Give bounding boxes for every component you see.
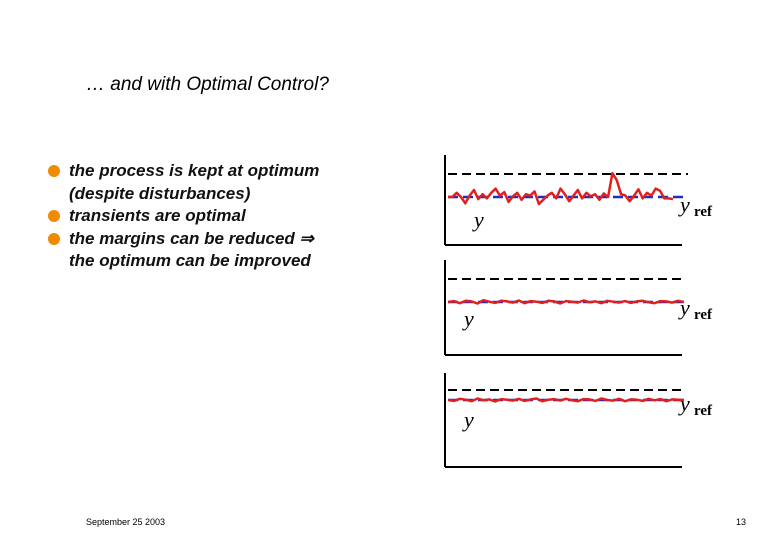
output-label: y xyxy=(462,306,474,331)
reference-label: y xyxy=(678,295,690,320)
signal-line xyxy=(447,298,685,305)
bullet-item-margins: the margins can be reduced ⇒ the optimum… xyxy=(48,228,428,273)
control-diagram: y y ref y y ref y y ref xyxy=(444,155,713,468)
panel-2: y y ref xyxy=(444,260,713,356)
footer-date: September 25 2003 xyxy=(86,517,166,527)
bullet-text-line: (despite disturbances) xyxy=(69,183,251,203)
panel-1: y y ref xyxy=(444,155,713,246)
output-label: y xyxy=(462,407,474,432)
output-label: y xyxy=(472,207,484,232)
reference-subscript: ref xyxy=(694,204,713,220)
bullet-dot-icon xyxy=(48,165,60,177)
reference-subscript: ref xyxy=(694,403,713,419)
bullet-text-line: the margins can be reduced ⇒ xyxy=(69,228,314,248)
signal-line xyxy=(447,397,685,403)
bullet-item-transients: transients are optimal xyxy=(48,205,428,228)
bullet-item-process-optimum: the process is kept at optimum (despite … xyxy=(48,160,428,205)
reference-label: y xyxy=(678,391,690,416)
signal-line xyxy=(448,171,674,206)
bullet-dot-icon xyxy=(48,232,60,245)
bullet-dot-icon xyxy=(48,210,60,222)
reference-subscript: ref xyxy=(694,307,713,323)
bullet-text-line: transients are optimal xyxy=(69,206,246,225)
slide-title: … and with Optimal Control? xyxy=(86,74,329,95)
page-number: 13 xyxy=(735,517,746,527)
bullet-list: the process is kept at optimum (despite … xyxy=(48,160,428,273)
reference-label: y xyxy=(678,192,690,217)
panel-3: y y ref xyxy=(444,373,713,468)
bullet-text-line: the process is kept at optimum xyxy=(69,161,320,180)
bullet-text-line: the optimum can be improved xyxy=(69,251,311,270)
